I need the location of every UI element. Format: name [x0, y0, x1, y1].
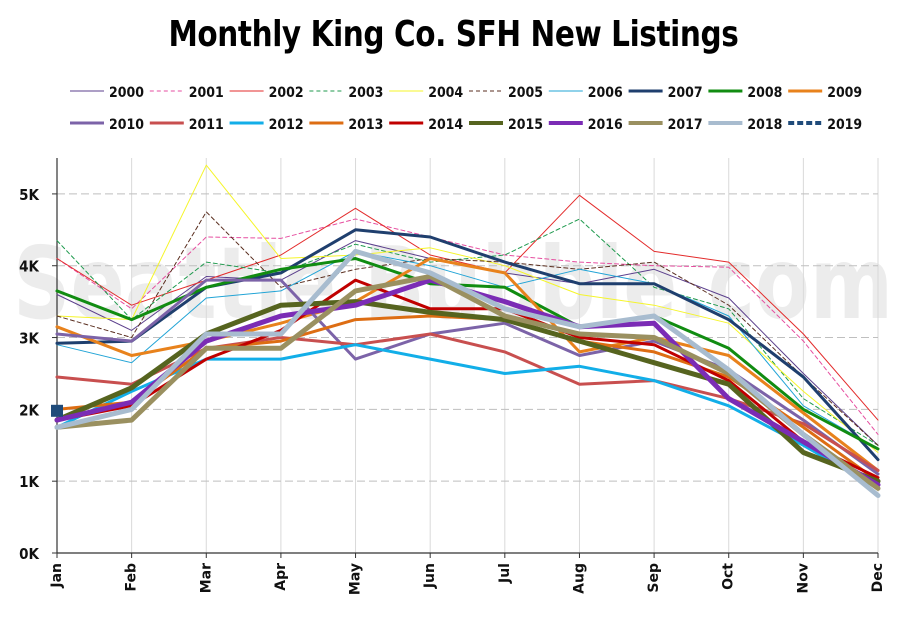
legend-label-2015: 2015 — [508, 117, 543, 133]
series-line-2005 — [56, 211, 879, 446]
series-line-2003 — [56, 218, 879, 446]
legend-label-2001: 2001 — [189, 85, 224, 101]
legend-label-2009: 2009 — [827, 85, 862, 101]
x-tick-label: Sep — [646, 563, 662, 593]
x-tick-label: Oct — [721, 563, 737, 590]
series-point-2019 — [51, 404, 63, 417]
y-tick-label: 5K — [19, 186, 39, 204]
legend-label-2005: 2005 — [508, 85, 543, 101]
y-tick-label: 0K — [19, 545, 39, 563]
series-line-2012 — [55, 343, 880, 490]
legend-label-2012: 2012 — [269, 117, 304, 133]
x-tick-label: Mar — [198, 563, 214, 593]
legend-label-2008: 2008 — [747, 85, 782, 101]
legend-label-2006: 2006 — [588, 85, 623, 101]
series-line-2001 — [56, 218, 879, 435]
series-line-2004 — [56, 164, 879, 453]
legend-label-2011: 2011 — [189, 117, 224, 133]
x-tick-label: Feb — [124, 563, 140, 592]
legend-label-2002: 2002 — [269, 85, 304, 101]
y-tick-label: 2K — [19, 401, 39, 419]
x-tick-label: Jan — [49, 563, 65, 589]
y-tick-label: 1K — [19, 473, 39, 491]
x-tick-label: Jul — [497, 563, 513, 584]
x-tick-label: May — [348, 563, 364, 595]
series-line-2018 — [54, 248, 881, 498]
x-tick-label: Nov — [795, 563, 811, 593]
series-line-2014 — [55, 278, 880, 480]
series-line-2002 — [56, 194, 879, 421]
series-line-2015 — [54, 299, 881, 484]
x-tick-label: Dec — [870, 563, 886, 592]
legend-label-2004: 2004 — [428, 85, 463, 101]
legend-label-2003: 2003 — [348, 85, 383, 101]
y-tick-label: 4K — [19, 258, 39, 276]
legend-label-2019: 2019 — [827, 117, 862, 133]
x-tick-label: Jun — [422, 563, 438, 589]
legend-label-2014: 2014 — [428, 117, 463, 133]
x-tick-label: Apr — [273, 563, 289, 591]
series-line-2008 — [55, 257, 880, 451]
legend-label-2016: 2016 — [588, 117, 623, 133]
x-tick-label: Aug — [571, 563, 587, 594]
chart-title: Monthly King Co. SFH New Listings — [168, 14, 739, 55]
legend-label-2018: 2018 — [747, 117, 782, 133]
legend-label-2000: 2000 — [109, 85, 144, 101]
y-tick-label: 3K — [19, 330, 39, 348]
legend-label-2017: 2017 — [668, 117, 703, 133]
legend-label-2013: 2013 — [348, 117, 383, 133]
legend-label-2010: 2010 — [109, 117, 144, 133]
series-line-2007 — [55, 228, 880, 462]
legend-label-2007: 2007 — [668, 85, 703, 101]
